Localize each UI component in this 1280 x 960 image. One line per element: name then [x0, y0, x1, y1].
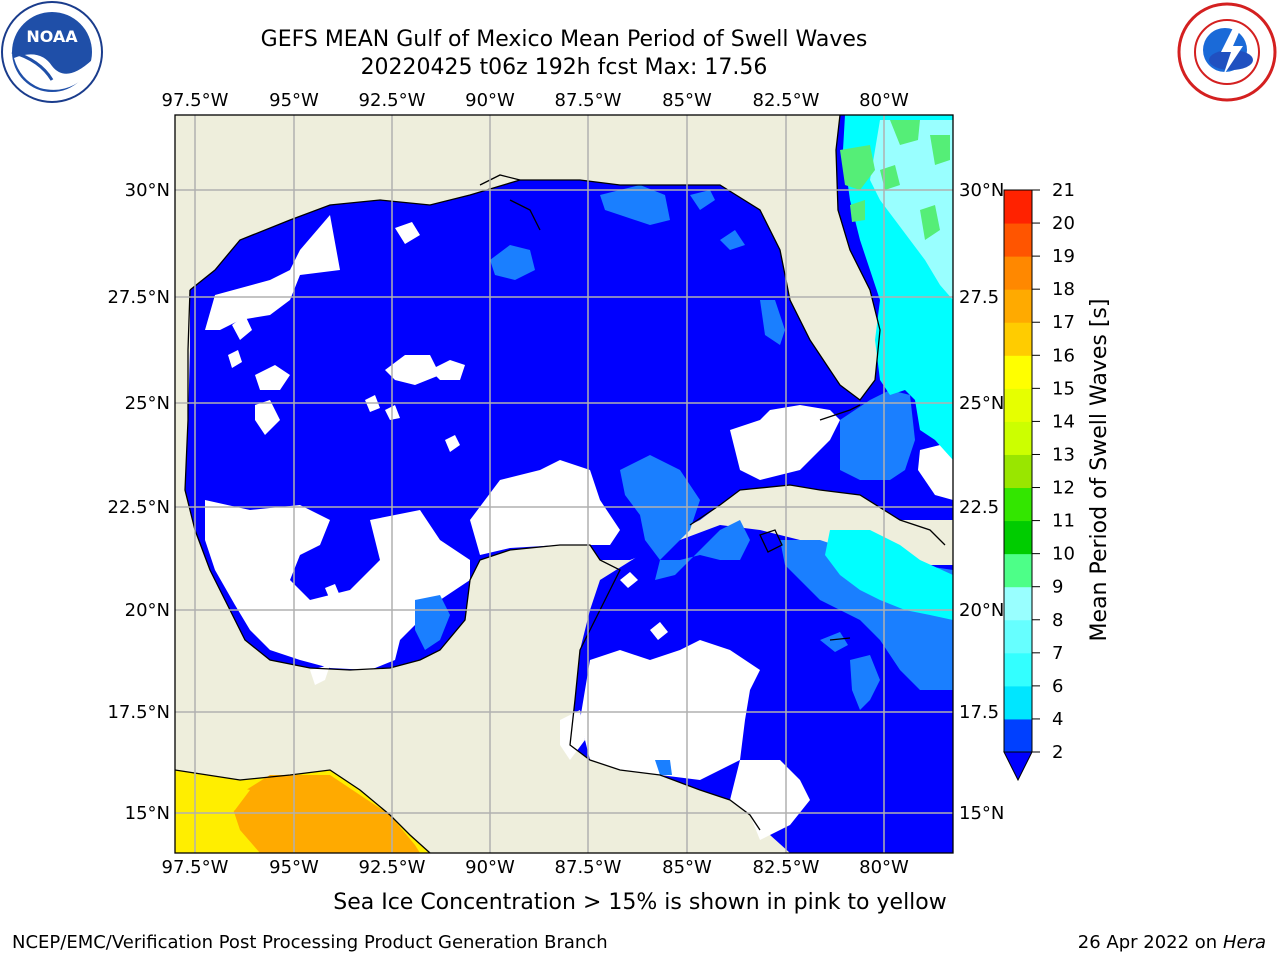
colorbar-segment — [1004, 586, 1032, 621]
lat-label-right: 15°N — [959, 803, 1004, 824]
lat-label-right: 25°N — [959, 393, 1004, 414]
lon-label-top: 90°W — [465, 90, 515, 111]
lat-label-left: 22.5°N — [107, 497, 170, 518]
footer-date: 26 Apr 2022 on Hera — [1078, 932, 1266, 953]
lon-label-top: 87.5°W — [555, 90, 622, 111]
lon-label-top: 95°W — [269, 90, 319, 111]
swell-15s-regions — [175, 775, 250, 853]
colorbar-segment — [1004, 223, 1032, 257]
lat-label-right: 20°N — [959, 600, 1004, 621]
map-frame — [174, 114, 954, 854]
colorbar-frame — [1003, 189, 1033, 753]
lon-labels-top: 97.5°W 95°W 92.5°W 90°W 87.5°W 85°W 82.5°W 80°W — [162, 90, 909, 111]
colorbar-tick-label: 8 — [1052, 610, 1063, 631]
lat-label-left: 30°N — [125, 180, 170, 201]
lon-label-top: 80°W — [859, 90, 909, 111]
colorbar-extend-arrow — [1003, 751, 1033, 782]
colorbar-segment — [1004, 355, 1032, 389]
colorbar-tick-label: 17 — [1052, 312, 1075, 333]
colorbar-tick-label: 4 — [1052, 709, 1063, 730]
lon-label-top: 97.5°W — [162, 90, 229, 111]
lon-label-bottom: 97.5°W — [162, 857, 229, 878]
colorbar-segment — [1004, 619, 1032, 654]
lon-label-bottom: 82.5°W — [753, 857, 820, 878]
swell-2-4s-regions — [415, 185, 953, 775]
lon-label-top: 82.5°W — [753, 90, 820, 111]
nws-logo — [1177, 2, 1277, 102]
colorbar-tick-label: 18 — [1052, 279, 1075, 300]
colorbar-tick-label: 21 — [1052, 180, 1075, 201]
lon-label-top: 85°W — [662, 90, 712, 111]
lon-label-bottom: 87.5°W — [555, 857, 622, 878]
colorbar-segment — [1004, 388, 1032, 422]
chart-title: GEFS MEAN Gulf of Mexico Mean Period of … — [260, 27, 868, 52]
lat-label-left: 20°N — [125, 600, 170, 621]
map-gridlines — [175, 115, 953, 853]
colorbar-tick-label: 2 — [1052, 742, 1063, 763]
colorbar-segment — [1004, 421, 1032, 455]
colorbar-segment — [1004, 322, 1032, 356]
colorbar-tick-label: 19 — [1052, 246, 1075, 267]
lat-label-left: 25°N — [125, 393, 170, 414]
colorbar-tick-label: 15 — [1052, 378, 1075, 399]
colorbar: 2 4 6 7 8 9 10 11 12 13 14 15 16 17 18 19 20 21 — [1003, 180, 1075, 782]
footer-credit: NCEP/EMC/Verification Post Processing Pr… — [12, 932, 608, 953]
colorbar-tick-label: 20 — [1052, 213, 1075, 234]
lat-label-left: 17.5°N — [107, 702, 170, 723]
lon-label-bottom: 80°W — [859, 857, 909, 878]
colorbar-segment — [1004, 487, 1032, 522]
colorbar-segment — [1004, 289, 1032, 323]
lon-labels-bottom: 97.5°W 95°W 92.5°W 90°W 87.5°W 85°W 82.5°W 80°W — [162, 857, 909, 878]
swell-8s-regions — [870, 120, 953, 300]
colorbar-tick-label: 9 — [1052, 577, 1063, 598]
lon-label-bottom: 92.5°W — [359, 857, 426, 878]
colorbar-segment — [1004, 454, 1032, 489]
colorbar-segment — [1004, 718, 1032, 753]
colorbar-tick-label: 11 — [1052, 511, 1075, 532]
lat-label-right: 30°N — [959, 180, 1004, 201]
colorbar-tick-label: 16 — [1052, 345, 1075, 366]
lon-label-top: 92.5°W — [359, 90, 426, 111]
lat-labels-left: 30°N 27.5°N 25°N 22.5°N 20°N 17.5°N 15°N — [107, 180, 170, 824]
colorbar-tick-label: 12 — [1052, 478, 1075, 499]
colorbar-segment — [1004, 685, 1032, 720]
swell-9s-regions — [840, 120, 950, 240]
lon-label-bottom: 95°W — [269, 857, 319, 878]
colorbar-tick-label: 10 — [1052, 544, 1075, 565]
footer-date-text: 26 Apr 2022 on — [1077, 932, 1223, 953]
footer-host: Hera — [1222, 932, 1266, 953]
chart-subtitle: 20220425 t06z 192h fcst Max: 17.56 — [360, 55, 768, 80]
sea-ice-note: Sea Ice Concentration > 15% is shown in … — [333, 890, 947, 915]
lon-label-bottom: 90°W — [465, 857, 515, 878]
colorbar-tick-label: 7 — [1052, 643, 1063, 664]
colorbar-segment — [1004, 520, 1032, 555]
lat-label-left: 15°N — [125, 803, 170, 824]
lat-label-right: 27.5 — [959, 287, 999, 308]
colorbar-segment — [1004, 256, 1032, 290]
colorbar-tick-label: 6 — [1052, 676, 1063, 697]
lat-label-right: 17.5 — [959, 702, 999, 723]
colorbar-tick-label: 14 — [1052, 411, 1075, 432]
noaa-logo-text: NOAA — [26, 27, 78, 46]
colorbar-segment — [1004, 652, 1032, 687]
colorbar-tick-label: 13 — [1052, 444, 1075, 465]
colorbar-segment — [1004, 553, 1032, 588]
noaa-logo: NOAA — [1, 1, 103, 103]
pacific-17s-swell-region — [230, 775, 420, 853]
colorbar-label: Mean Period of Swell Waves [s] — [1087, 299, 1112, 642]
lat-labels-right: 30°N 27.5 25°N 22.5 20°N 17.5 15°N — [959, 180, 1004, 824]
colorbar-segment — [1004, 190, 1032, 224]
lat-label-right: 22.5 — [959, 497, 999, 518]
lon-label-bottom: 85°W — [662, 857, 712, 878]
lat-label-left: 27.5°N — [107, 287, 170, 308]
